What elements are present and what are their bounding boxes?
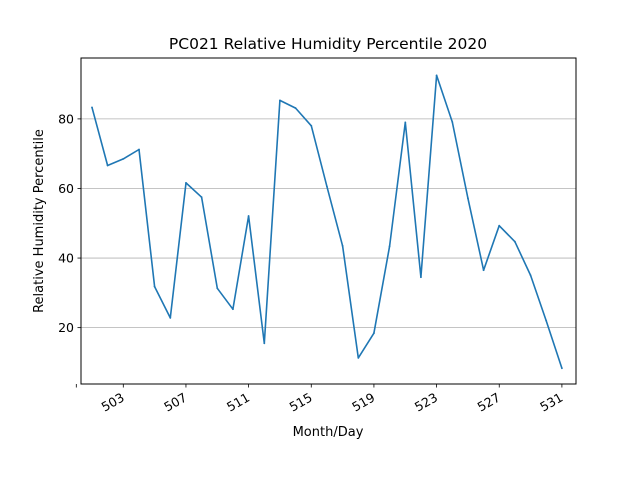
x-tick-label: 527	[475, 390, 503, 415]
data-point	[216, 287, 218, 289]
data-point	[232, 308, 234, 310]
gridlines	[81, 119, 576, 328]
data-point	[467, 197, 469, 199]
chart-title: PC021 Relative Humidity Percentile 2020	[169, 35, 487, 53]
data-point	[561, 367, 563, 369]
x-tick-label: 511	[224, 390, 252, 415]
data-point	[514, 241, 516, 243]
data-point	[122, 158, 124, 160]
data-point	[107, 165, 109, 167]
y-tick-label: 20	[58, 320, 74, 335]
data-point	[342, 245, 344, 247]
data-point	[185, 182, 187, 184]
data-point	[154, 286, 156, 288]
y-axis-label: Relative Humidity Percentile	[32, 129, 47, 313]
data-point	[357, 357, 359, 359]
y-axis: 20 40 60 80	[58, 111, 81, 335]
data-point	[498, 225, 500, 227]
plot-frame	[81, 58, 576, 384]
data-point	[169, 317, 171, 319]
data-point	[389, 245, 391, 247]
x-tick-label: 507	[161, 390, 189, 415]
data-point	[404, 122, 406, 124]
x-tick-label: 519	[349, 390, 377, 415]
y-tick-label: 80	[58, 111, 74, 126]
x-tick-label: 515	[287, 390, 315, 415]
data-point	[420, 276, 422, 278]
data-point	[279, 100, 281, 102]
y-tick-label: 40	[58, 251, 74, 266]
y-tick-label: 60	[58, 181, 74, 196]
data-point	[483, 269, 485, 271]
x-axis-label: Month/Day	[293, 425, 364, 440]
x-tick-label: 523	[412, 390, 440, 415]
x-axis: 503 507 511 515 519 523 527 531	[76, 384, 565, 415]
data-point	[310, 125, 312, 127]
x-tick-label: 531	[537, 390, 565, 415]
data-point	[436, 75, 438, 77]
data-point	[201, 196, 203, 198]
data-point	[295, 107, 297, 109]
x-tick-label: 503	[99, 390, 127, 415]
data-point	[138, 149, 140, 151]
data-point	[451, 121, 453, 123]
data-point	[326, 186, 328, 188]
data-point	[263, 342, 265, 344]
data-point	[545, 320, 547, 322]
series-line	[92, 75, 562, 368]
data-point	[530, 275, 532, 277]
data-point	[373, 332, 375, 334]
data-point	[248, 215, 250, 217]
data-point	[91, 107, 93, 109]
